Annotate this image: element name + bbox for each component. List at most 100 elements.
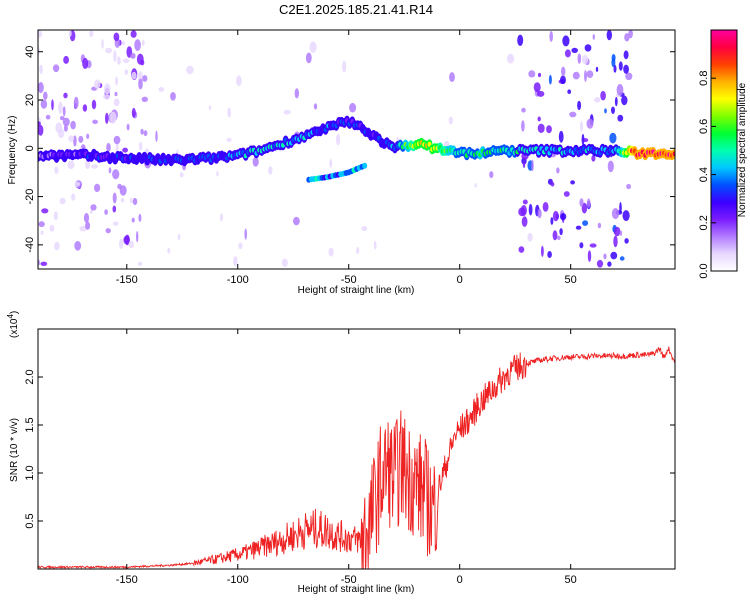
spectrogram-noise-blob <box>541 245 544 257</box>
spectrogram-noise-blob <box>622 210 630 222</box>
spectrogram-noise-blob <box>45 114 51 120</box>
spectrogram-noise-blob <box>329 158 333 168</box>
spectrogram-noise-blob <box>586 118 594 129</box>
spectrogram-noise-blob <box>546 125 552 134</box>
spectrogram-noise-blob <box>170 92 176 101</box>
spectrogram-noise-blob <box>68 135 75 142</box>
spectrogram-noise-blob <box>86 133 90 139</box>
spectrogram-noise-blob <box>58 101 63 114</box>
spectrogram-noise-blob <box>623 64 629 74</box>
snr-y-tick-label: 1.0 <box>24 465 36 480</box>
spectrogram-noise-blob <box>557 235 561 240</box>
spectrogram-x-tick-label: -50 <box>341 274 357 286</box>
spectrogram-noise-blob <box>113 98 120 107</box>
spectrogram-noise-blob <box>91 99 97 110</box>
spectrogram-noise-blob <box>128 240 134 249</box>
spectrogram-noise-blob <box>293 216 300 226</box>
spectrogram-noise-blob <box>283 110 291 115</box>
spectrogram-noise-blob <box>113 32 120 42</box>
spectrogram-noise-blob <box>89 30 94 38</box>
spectrogram-noise-blob <box>586 198 591 208</box>
spectrogram-noise-blob <box>581 202 588 214</box>
spectrogram-noise-blob <box>130 30 137 38</box>
spectrogram-noise-blob <box>122 147 128 153</box>
spectrogram-noise-blob <box>618 61 623 71</box>
spectrogram-noise-blob <box>600 90 606 101</box>
spectrogram-noise-blob <box>577 53 582 64</box>
spectrogram-noise-blob <box>591 155 596 162</box>
spectrogram-noise-blob <box>533 82 541 93</box>
spectrogram-noise-blob <box>547 251 552 258</box>
spectrogram-noise-blob <box>79 225 87 232</box>
spectrogram-noise-blob <box>126 123 130 131</box>
spectrogram-noise-blob <box>142 75 148 82</box>
spectrogram-noise-blob <box>134 39 141 51</box>
spectrogram-noise-blob <box>219 213 224 222</box>
snr-y-tick-label: 0.5 <box>24 513 36 528</box>
spectrogram-noise-blob <box>62 106 66 117</box>
spectrogram-noise-blob <box>313 103 318 110</box>
spectrogram-noise-blob <box>607 160 614 173</box>
spectrogram-noise-blob <box>592 34 595 40</box>
spectrogram-noise-blob <box>527 232 533 242</box>
spectrogram-noise-blob <box>117 56 121 65</box>
spectrogram-noise-blob <box>109 111 117 124</box>
colorbar-ticks: 0.0 0.2 0.4 0.6 0.8 <box>698 71 716 279</box>
spectrogram-noise-blob <box>520 205 527 216</box>
spectrogram-noise-blob <box>550 182 555 187</box>
spectrogram-ridge-core <box>672 151 675 157</box>
spectrogram-noise-blob <box>550 217 554 225</box>
spectrogram-noise-blob <box>82 104 88 112</box>
spectrogram-noise-blob <box>558 130 564 143</box>
spectrogram-noise-blob <box>518 246 525 253</box>
spectrogram-noise-blob <box>141 39 145 46</box>
spectrogram-noise-blob <box>124 69 129 75</box>
spectrogram-noise-blob <box>556 167 560 174</box>
spectrogram-noise-blob <box>569 111 577 118</box>
spectrogram-noise-blob <box>38 124 44 136</box>
colorbar-tick-label: 0.4 <box>698 167 710 182</box>
spectrogram-noise-blob <box>597 222 602 229</box>
spectrogram-noise-blob <box>611 208 620 220</box>
snr-panel: -150 -100 -50 0 50 0.5 1.0 1.5 2.0 Height of st… <box>6 311 676 595</box>
spectrogram-noise-blob <box>619 230 623 236</box>
spectrogram-noise-blob <box>552 210 559 222</box>
spectrogram-y-tick-label: 40 <box>24 46 36 58</box>
spectrogram-noise-blob <box>74 181 81 187</box>
spectrogram-noise-blob <box>38 30 43 38</box>
spectrogram-y-tick-label: 0 <box>24 145 36 151</box>
spectrogram-noise-blob <box>85 221 91 230</box>
spectrogram-noise-blob <box>104 209 108 216</box>
spectrogram-noise-blob <box>140 128 144 135</box>
spectrogram-noise-blob <box>226 137 232 142</box>
spectrogram-noise-blob <box>141 96 148 103</box>
spectrogram-noise-blob <box>38 82 44 94</box>
spectrogram-noise-blob <box>70 120 76 130</box>
spectrogram-noise-blob <box>623 50 629 60</box>
spectrogram-noise-blob <box>517 34 524 46</box>
snr-x-tick-label: 0 <box>457 574 463 586</box>
spectrogram-noise-blob <box>625 72 633 81</box>
spectrogram-noise-blob <box>54 166 59 174</box>
spectrogram-noise-blob <box>572 71 580 80</box>
spectrogram-noise-blob <box>619 256 625 261</box>
spectrogram-noise-blob <box>124 234 130 246</box>
spectrogram-noise-blob <box>548 74 552 85</box>
spectrogram-noise-blob <box>92 119 98 125</box>
colorbar-tick-label: 0.0 <box>698 263 710 278</box>
snr-x-ticks: -150 -100 -50 0 50 <box>116 329 577 586</box>
spectrogram-noise-blob <box>268 166 273 175</box>
snr-marks <box>38 346 675 569</box>
spectrogram-noise-blob <box>101 38 104 49</box>
snr-x-tick-label: -50 <box>341 574 357 586</box>
spectrogram-noise-blob <box>448 116 453 125</box>
spectrogram-noise-blob <box>138 78 143 90</box>
spectrogram-noise-blob <box>549 31 553 42</box>
spectrogram-noise-blob <box>611 57 616 68</box>
spectrogram-noise-blob <box>342 60 347 73</box>
spectrogram-noise-blob <box>349 102 357 113</box>
spectrogram-noise-blob <box>449 72 455 83</box>
spectrogram-noise-blob <box>136 231 139 243</box>
spectrogram-noise-blob <box>474 183 477 188</box>
